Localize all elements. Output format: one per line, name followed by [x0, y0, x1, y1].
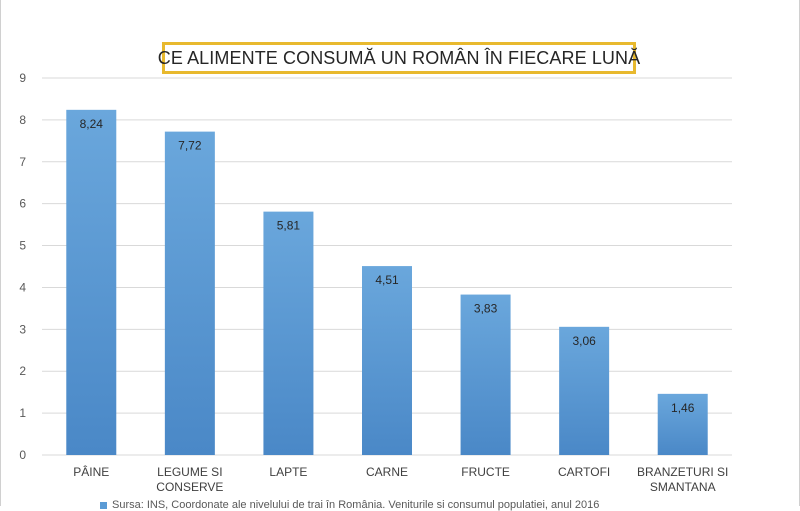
data-label: 7,72	[178, 139, 202, 153]
legend-text: Sursa: INS, Coordonate ale nivelului de …	[112, 499, 600, 511]
category-label: FRUCTE	[461, 465, 510, 479]
data-label: 8,24	[80, 117, 104, 131]
chart-title-box: CE ALIMENTE CONSUMĂ UN ROMÂN ÎN FIECARE …	[158, 42, 640, 74]
y-tick-label: 5	[19, 239, 26, 253]
category-label: CONSERVE	[156, 480, 223, 494]
category-label: LEGUME SI	[157, 465, 222, 479]
category-label: CARTOFI	[558, 465, 610, 479]
y-tick-label: 6	[19, 197, 26, 211]
bar	[657, 393, 708, 455]
y-tick-label: 3	[19, 322, 26, 336]
chart-title: CE ALIMENTE CONSUMĂ UN ROMÂN ÎN FIECARE …	[157, 47, 641, 68]
bars	[66, 109, 708, 455]
data-label: 3,06	[572, 334, 596, 348]
bar	[164, 131, 215, 455]
category-label: BRANZETURI SI	[637, 465, 728, 479]
bar	[460, 294, 511, 455]
y-axis-ticks: 0 1 2 3 4 5 6 7 8 9	[19, 71, 26, 462]
data-label: 3,83	[474, 302, 498, 316]
y-tick-label: 9	[19, 71, 26, 85]
y-tick-label: 1	[19, 406, 26, 420]
bar	[559, 326, 610, 455]
legend: Sursa: INS, Coordonate ale nivelului de …	[100, 499, 599, 511]
category-label: SMANTANA	[650, 480, 716, 494]
y-tick-label: 8	[19, 113, 26, 127]
y-tick-label: 4	[19, 280, 26, 294]
data-label: 1,46	[671, 401, 695, 415]
y-tick-label: 2	[19, 364, 26, 378]
bar	[263, 211, 314, 455]
bar	[362, 266, 412, 455]
legend-swatch	[100, 501, 107, 509]
data-labels: 8,24 7,72 5,81 4,51 3,83 3,06 1,46	[80, 117, 695, 415]
data-label: 5,81	[277, 219, 301, 233]
data-label: 4,51	[375, 273, 399, 287]
category-label: LAPTE	[269, 465, 307, 479]
category-label: PÂINE	[73, 464, 109, 479]
bar	[66, 109, 117, 455]
y-tick-label: 0	[19, 448, 26, 462]
y-tick-label: 7	[19, 155, 26, 169]
category-label: CARNE	[366, 465, 408, 479]
